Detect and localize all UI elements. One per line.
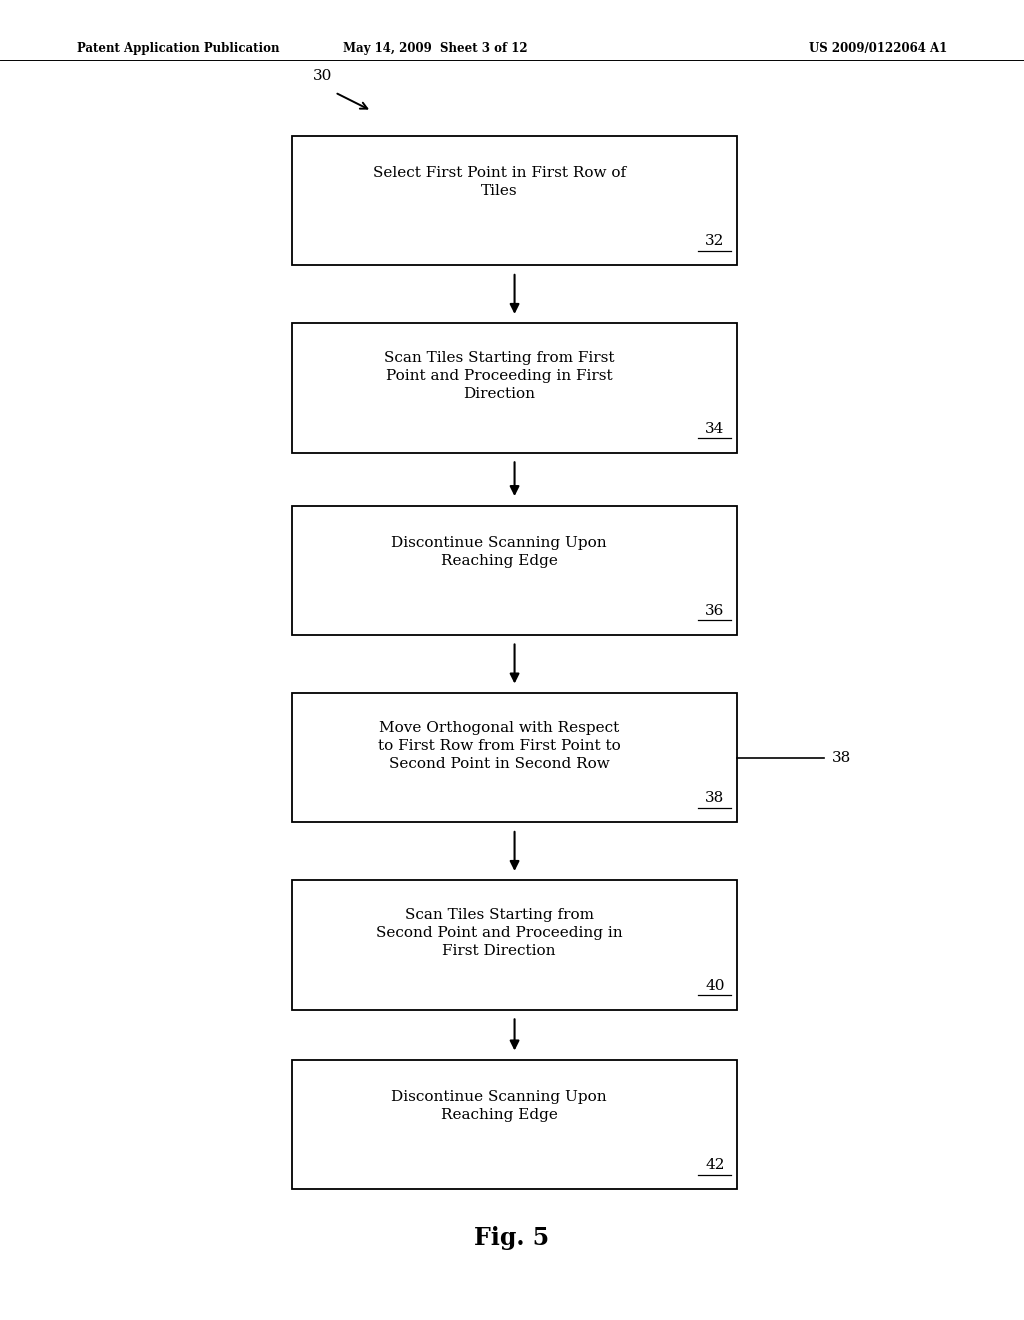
Text: Fig. 5: Fig. 5 (474, 1226, 550, 1250)
Text: Select First Point in First Row of
Tiles: Select First Point in First Row of Tiles (373, 166, 626, 198)
Text: 42: 42 (705, 1158, 725, 1172)
Text: Patent Application Publication: Patent Application Publication (77, 42, 280, 54)
Text: Scan Tiles Starting from
Second Point and Proceeding in
First Direction: Scan Tiles Starting from Second Point an… (376, 908, 623, 958)
Text: US 2009/0122064 A1: US 2009/0122064 A1 (809, 42, 947, 54)
Text: 32: 32 (706, 234, 724, 248)
Text: 30: 30 (313, 69, 332, 83)
Bar (292, 1060, 737, 1189)
Bar (292, 506, 737, 635)
Text: 40: 40 (705, 978, 725, 993)
Text: May 14, 2009  Sheet 3 of 12: May 14, 2009 Sheet 3 of 12 (343, 42, 527, 54)
Bar (292, 323, 737, 453)
Bar (292, 693, 737, 822)
Text: 34: 34 (706, 421, 724, 436)
Text: 38: 38 (831, 751, 851, 764)
Bar (292, 880, 737, 1010)
Text: 36: 36 (706, 603, 724, 618)
Text: 38: 38 (706, 791, 724, 805)
Text: Move Orthogonal with Respect
to First Row from First Point to
Second Point in Se: Move Orthogonal with Respect to First Ro… (378, 721, 621, 771)
Text: Scan Tiles Starting from First
Point and Proceeding in First
Direction: Scan Tiles Starting from First Point and… (384, 351, 614, 401)
Text: Discontinue Scanning Upon
Reaching Edge: Discontinue Scanning Upon Reaching Edge (391, 1090, 607, 1122)
Bar (292, 136, 737, 265)
Text: Discontinue Scanning Upon
Reaching Edge: Discontinue Scanning Upon Reaching Edge (391, 536, 607, 568)
